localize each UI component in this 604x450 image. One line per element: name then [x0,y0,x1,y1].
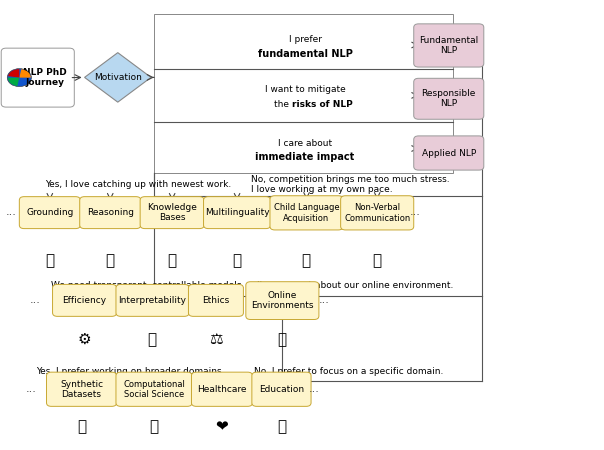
Text: ...: ... [410,207,421,217]
FancyBboxPatch shape [414,136,484,170]
FancyBboxPatch shape [341,196,414,230]
Text: I'm so upset about our online environment.: I'm so upset about our online environmen… [257,281,453,290]
FancyBboxPatch shape [1,48,74,107]
FancyBboxPatch shape [414,24,484,67]
Text: Grounding: Grounding [26,208,74,217]
Text: 🤖: 🤖 [45,253,54,269]
FancyBboxPatch shape [116,284,189,316]
Polygon shape [85,53,151,102]
FancyBboxPatch shape [188,284,243,316]
Text: Knowledge
Bases: Knowledge Bases [147,203,197,222]
FancyBboxPatch shape [140,197,204,229]
Text: I prefer: I prefer [289,35,321,44]
FancyBboxPatch shape [270,196,343,230]
Text: We need transparent, controllable models.: We need transparent, controllable models… [51,281,245,290]
FancyBboxPatch shape [116,372,192,406]
FancyBboxPatch shape [252,372,311,406]
Text: Healthcare: Healthcare [198,385,246,394]
Text: ...: ... [318,295,329,305]
Text: 🌐: 🌐 [277,332,287,347]
Text: ...: ... [309,384,320,394]
Text: Computational
Social Science: Computational Social Science [123,379,185,399]
Text: Applied NLP: Applied NLP [422,148,476,157]
FancyBboxPatch shape [19,197,80,229]
Text: No, competition brings me too much stress.
I love working at my own pace.: No, competition brings me too much stres… [251,175,449,194]
Text: the: the [274,100,292,109]
Text: Online
Environments: Online Environments [251,291,313,310]
Text: ...: ... [26,384,37,394]
Text: Yes, I love catching up with newest work.: Yes, I love catching up with newest work… [45,180,231,189]
FancyBboxPatch shape [53,284,117,316]
Text: NLP PhD
Journey: NLP PhD Journey [24,68,67,87]
Text: Yes, I prefer working on broader domains.: Yes, I prefer working on broader domains… [36,367,225,376]
FancyBboxPatch shape [204,197,271,229]
Text: ...: ... [30,295,40,305]
Text: 📚: 📚 [167,253,177,269]
Text: Reasoning: Reasoning [87,208,133,217]
Text: ⚙: ⚙ [78,332,91,347]
Text: Synthetic
Datasets: Synthetic Datasets [60,379,103,399]
Text: Efficiency: Efficiency [62,296,107,305]
Text: Child Language
Acquisition: Child Language Acquisition [274,203,339,223]
Text: 🔍: 🔍 [147,332,157,347]
Text: risks of NLP: risks of NLP [292,100,353,109]
Text: I care about: I care about [278,139,332,148]
Text: Multilinguality: Multilinguality [205,208,269,217]
Wedge shape [8,77,19,86]
Circle shape [7,68,31,86]
Text: I want to mitigate: I want to mitigate [265,86,345,94]
Text: No, I prefer to focus on a specific domain.: No, I prefer to focus on a specific doma… [254,367,443,376]
Text: Motivation: Motivation [94,73,142,82]
FancyBboxPatch shape [191,372,252,406]
Wedge shape [19,69,31,77]
FancyBboxPatch shape [414,78,484,119]
Text: ...: ... [5,207,16,217]
Text: ❤: ❤ [215,419,228,434]
Text: fundamental NLP: fundamental NLP [257,49,353,59]
Text: immediate impact: immediate impact [255,153,355,162]
FancyBboxPatch shape [47,372,117,406]
Text: ⚖: ⚖ [209,332,222,347]
Text: Ethics: Ethics [202,296,230,305]
Text: 🎓: 🎓 [277,419,286,434]
Text: 💾: 💾 [77,419,86,434]
Text: Fundamental
NLP: Fundamental NLP [419,36,478,55]
Text: 🔬: 🔬 [149,419,159,434]
FancyBboxPatch shape [246,282,319,320]
Text: 🔤: 🔤 [301,253,311,269]
Text: Responsible
NLP: Responsible NLP [422,89,476,108]
Text: 💡: 💡 [105,253,115,269]
Text: 👁: 👁 [372,253,382,269]
Text: Education: Education [259,385,304,394]
Text: Interpretability: Interpretability [118,296,187,305]
Wedge shape [8,69,19,77]
FancyBboxPatch shape [80,197,141,229]
Text: Non-Verbal
Communication: Non-Verbal Communication [344,203,410,223]
Bar [154,14,453,173]
Text: 🌐: 🌐 [232,253,242,269]
